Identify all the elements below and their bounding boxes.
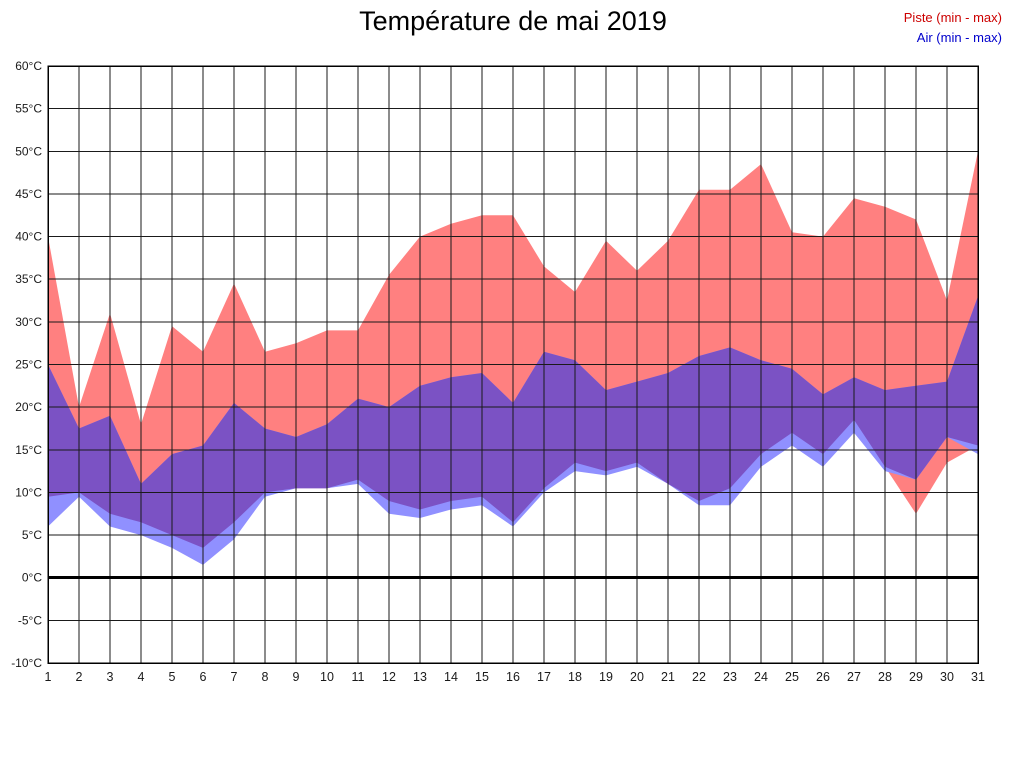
chart-title: Température de mai 2019 [359, 6, 667, 36]
x-axis-tick-label: 28 [878, 670, 892, 684]
y-axis-tick-label: 5°C [22, 528, 42, 542]
x-axis-tick-label: 5 [169, 670, 176, 684]
x-axis-tick-label: 23 [723, 670, 737, 684]
x-axis-tick-label: 20 [630, 670, 644, 684]
legend-piste: Piste (min - max) [903, 10, 1002, 25]
y-axis-tick-label: 40°C [15, 230, 42, 244]
x-axis-tick-label: 9 [293, 670, 300, 684]
x-axis-tick-label: 18 [568, 670, 582, 684]
x-axis-tick-label: 30 [940, 670, 954, 684]
x-axis-tick-label: 19 [599, 670, 613, 684]
y-axis-tick-label: -5°C [18, 613, 42, 627]
x-axis-tick-label: 24 [754, 670, 768, 684]
x-axis-tick-label: 3 [107, 670, 114, 684]
x-axis-tick-label: 1 [45, 670, 52, 684]
x-axis-tick-label: 16 [506, 670, 520, 684]
y-axis-tick-label: 25°C [15, 358, 42, 372]
y-axis-tick-label: 55°C [15, 102, 42, 116]
x-axis-tick-label: 6 [200, 670, 207, 684]
y-axis-tick-label: 15°C [15, 443, 42, 457]
x-axis-tick-label: 21 [661, 670, 675, 684]
x-axis-tick-label: 14 [444, 670, 458, 684]
y-axis-tick-label: 60°C [15, 59, 42, 73]
y-axis-tick-label: 0°C [22, 571, 42, 585]
chart-legend: Piste (min - max) Air (min - max) [904, 8, 1002, 48]
x-axis-tick-label: 12 [382, 670, 396, 684]
x-axis-tick-label: 25 [785, 670, 799, 684]
x-axis-tick-label: 31 [971, 670, 985, 684]
x-axis-tick-label: 17 [537, 670, 551, 684]
y-axis-tick-label: 20°C [15, 400, 42, 414]
x-axis-tick-label: 10 [320, 670, 334, 684]
x-axis-tick-label: 7 [231, 670, 238, 684]
x-axis-tick-label: 4 [138, 670, 145, 684]
x-axis-tick-label: 11 [352, 670, 365, 684]
y-axis-tick-label: 30°C [15, 315, 42, 329]
y-axis-tick-label: -10°C [11, 656, 42, 670]
x-axis-tick-label: 13 [413, 670, 427, 684]
y-axis-tick-label: 45°C [15, 187, 42, 201]
x-axis-tick-label: 29 [909, 670, 923, 684]
y-axis-tick-label: 35°C [15, 272, 42, 286]
x-axis-tick-label: 8 [262, 670, 269, 684]
x-axis-tick-label: 22 [692, 670, 706, 684]
x-axis-tick-label: 2 [76, 670, 83, 684]
x-axis-tick-label: 15 [475, 670, 489, 684]
y-axis-tick-label: 50°C [15, 144, 42, 158]
legend-air: Air (min - max) [916, 30, 1002, 45]
x-axis-tick-label: 27 [847, 670, 861, 684]
x-axis-tick-label: 26 [816, 670, 830, 684]
y-axis-tick-label: 10°C [15, 485, 42, 499]
